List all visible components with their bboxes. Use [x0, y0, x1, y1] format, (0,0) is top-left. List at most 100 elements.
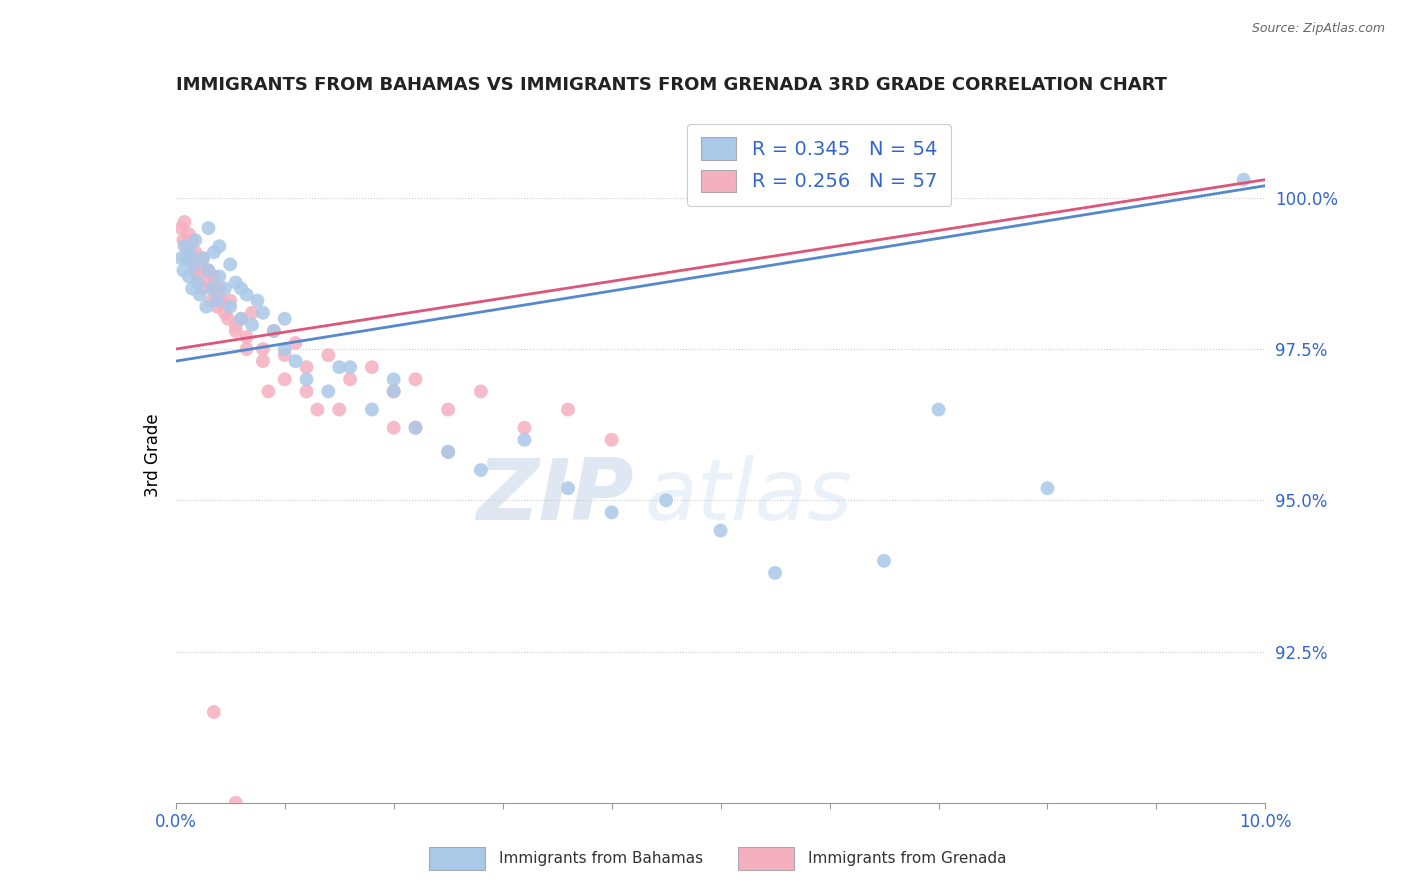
Point [172, 263, 194, 277]
Point [405, 420, 427, 434]
Point [225, 318, 247, 332]
Point [219, 293, 242, 308]
Point [600, 433, 623, 447]
Point [214, 306, 236, 320]
Point [318, 384, 340, 399]
Point [202, 705, 225, 719]
Point [191, 252, 214, 266]
Point [179, 252, 201, 266]
Point [225, 796, 247, 810]
Point [318, 348, 340, 362]
Point [928, 402, 950, 417]
Point [188, 287, 211, 301]
Y-axis label: 3rd Grade: 3rd Grade [143, 413, 162, 497]
Point [252, 306, 274, 320]
Point [470, 463, 492, 477]
Point [763, 566, 786, 580]
Point [873, 554, 896, 568]
Point [211, 293, 233, 308]
Legend: R = 0.345   N = 54, R = 0.256   N = 57: R = 0.345 N = 54, R = 0.256 N = 57 [688, 124, 950, 205]
Point [382, 384, 405, 399]
Point [257, 384, 280, 399]
Point [557, 481, 579, 495]
Point [382, 384, 405, 399]
Point [235, 342, 257, 356]
Text: Immigrants from Bahamas: Immigrants from Bahamas [499, 852, 703, 866]
Point [240, 318, 263, 332]
Point [274, 372, 297, 386]
Point [274, 348, 297, 362]
Point [274, 342, 297, 356]
Point [274, 311, 297, 326]
Point [205, 300, 228, 314]
Point [177, 269, 200, 284]
Point [202, 245, 225, 260]
Point [513, 433, 536, 447]
Point [246, 293, 269, 308]
Point [263, 324, 285, 338]
Point [284, 354, 307, 368]
Point [225, 276, 247, 290]
Point [183, 257, 205, 271]
Point [328, 402, 350, 417]
Point [195, 263, 218, 277]
Point [173, 239, 195, 253]
Point [186, 276, 209, 290]
Point [184, 245, 207, 260]
Point [405, 372, 427, 386]
Text: ZIP: ZIP [475, 455, 633, 538]
Point [710, 524, 733, 538]
Point [600, 505, 623, 519]
Point [197, 263, 219, 277]
Point [405, 420, 427, 434]
Point [240, 306, 263, 320]
Point [284, 336, 307, 351]
Point [205, 293, 228, 308]
Point [188, 257, 211, 271]
Point [361, 402, 384, 417]
Point [1233, 172, 1256, 186]
Point [183, 263, 205, 277]
Point [295, 360, 318, 375]
Point [307, 402, 329, 417]
Point [231, 311, 253, 326]
Text: Immigrants from Grenada: Immigrants from Grenada [808, 852, 1007, 866]
Point [382, 372, 405, 386]
Point [195, 300, 218, 314]
Point [219, 300, 242, 314]
Point [208, 269, 231, 284]
Point [470, 384, 492, 399]
Point [263, 324, 285, 338]
Point [339, 372, 361, 386]
Point [235, 287, 257, 301]
Point [219, 257, 242, 271]
Point [437, 402, 460, 417]
Point [173, 215, 195, 229]
Point [191, 252, 214, 266]
Point [231, 281, 253, 295]
Point [382, 420, 405, 434]
Point [208, 239, 231, 253]
Point [339, 360, 361, 375]
Point [202, 269, 225, 284]
Point [214, 281, 236, 295]
Point [235, 330, 257, 344]
Point [191, 281, 214, 295]
Point [295, 372, 318, 386]
Text: Source: ZipAtlas.com: Source: ZipAtlas.com [1251, 22, 1385, 36]
Point [361, 360, 384, 375]
Point [252, 354, 274, 368]
Point [328, 360, 350, 375]
Point [186, 269, 209, 284]
Point [1036, 481, 1059, 495]
Point [184, 233, 207, 247]
Text: IMMIGRANTS FROM BAHAMAS VS IMMIGRANTS FROM GRENADA 3RD GRADE CORRELATION CHART: IMMIGRANTS FROM BAHAMAS VS IMMIGRANTS FR… [176, 77, 1167, 95]
Point [201, 281, 224, 295]
Point [557, 402, 579, 417]
Point [655, 493, 678, 508]
Point [197, 221, 219, 235]
Point [172, 233, 194, 247]
Point [201, 293, 224, 308]
Point [217, 311, 239, 326]
Point [197, 276, 219, 290]
